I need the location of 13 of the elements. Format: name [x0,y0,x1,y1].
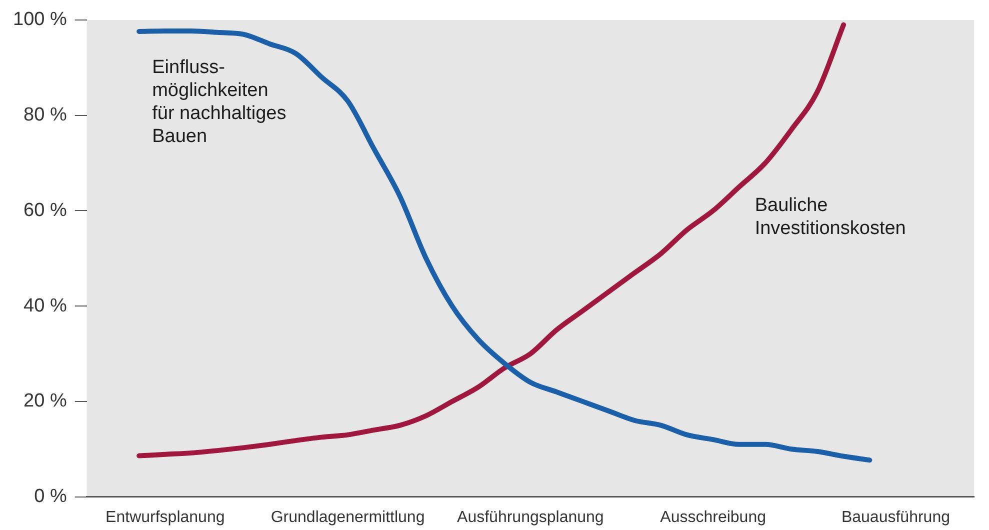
x-tick-label: Bauausführung [841,508,950,526]
x-tick-label: Grundlagenermittlung [270,508,425,526]
x-tick-label: Ausschreibung [660,508,766,526]
series-label: Bauliche Investitionskosten [754,195,906,240]
y-tick-label: 80 % [24,104,67,126]
y-tick-label: 40 % [24,295,67,316]
y-tick-label: 0 % [34,486,67,508]
series-label: Einfluss- möglichkeiten für nachhaltiges Bauen [152,56,286,147]
x-tick-label: Entwurfsplanung [106,508,225,526]
y-tick-label: 100 % [13,9,67,30]
y-tick-label: 20 % [24,390,67,412]
x-tick-label: Ausführungsplanung [457,508,604,526]
y-tick-label: 60 % [24,200,67,221]
